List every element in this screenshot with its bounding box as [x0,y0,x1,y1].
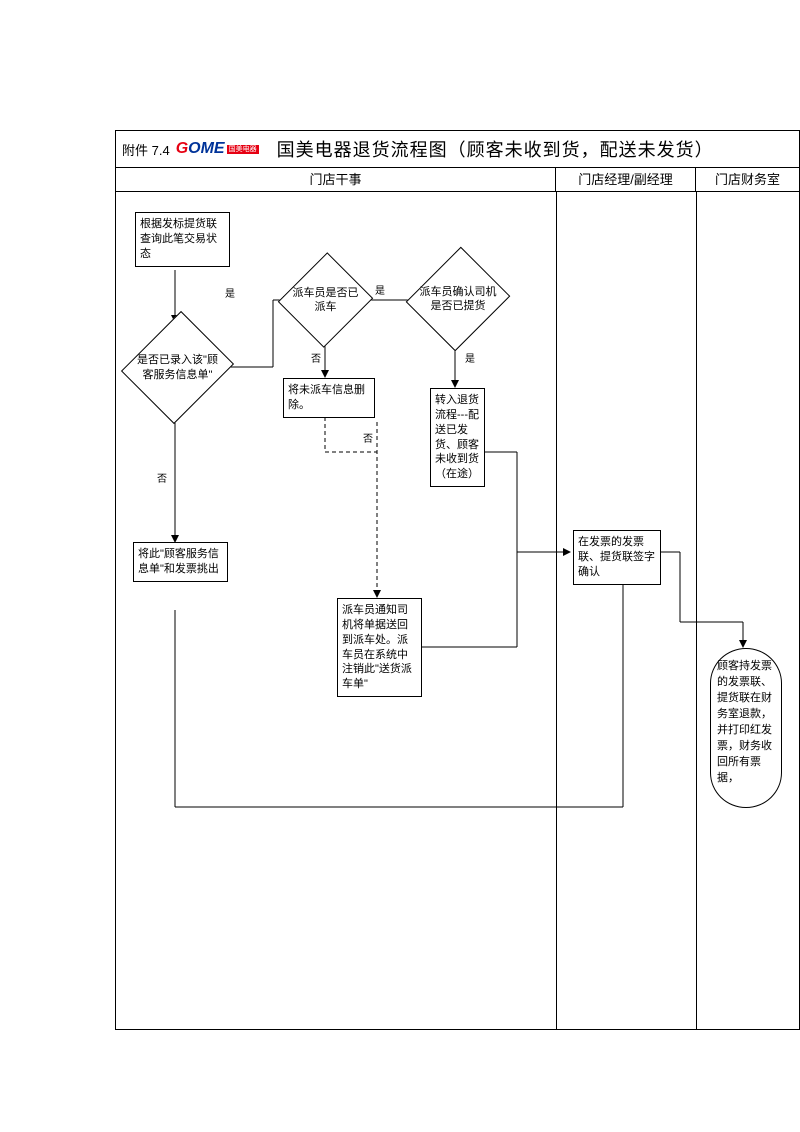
node-sign-invoice: 在发票的发票联、提货联签字确认 [573,530,661,585]
node-notify-driver-cancel: 派车员通知司机将单据送回到派车处。派车员在系统中注销此"送货派车单" [337,598,422,697]
decision-text: 派车员确认司机是否已提货 [416,260,500,338]
node-transfer-return-flow: 转入退货流程---配送已发货、顾客未收到货（在途） [430,388,485,487]
edge-label-no: 否 [311,350,321,365]
logo-badge: 国美电器 [227,145,259,154]
flowchart-page: 附件 7.4 GOME 国美电器 国美电器退货流程图（顾客未收到货，配送未发货）… [115,130,800,1030]
edge-label-no: 否 [157,470,167,485]
node-refund-print-red-invoice: 顾客持发票的发票联、提货联在财务室退款，并打印红发票，财务收回所有票据， [710,648,782,808]
decision-driver-picked: 派车员确认司机是否已提货 [423,260,493,338]
edge-label-yes: 是 [465,350,475,365]
edge-label-yes: 是 [375,282,385,297]
lane-headers: 门店干事 门店经理/副经理 门店财务室 [115,168,800,192]
attachment-label: 附件 7.4 [116,140,170,159]
decision-dispatched: 派车员是否已派车 [293,265,358,335]
decision-text: 是否已录入该"顾客服务信息单" [133,325,223,410]
decision-entered-service-form: 是否已录入该"顾客服务信息单" [140,325,215,410]
page-title: 国美电器退货流程图（顾客未收到货，配送未发货） [277,136,714,162]
lane-separator-2 [696,192,697,1030]
gome-logo: GOME 国美电器 [176,140,259,158]
decision-text: 派车员是否已派车 [287,265,365,335]
edge-label-yes: 是 [225,285,235,300]
edge-label-no: 否 [363,430,373,445]
title-row: 附件 7.4 GOME 国美电器 国美电器退货流程图（顾客未收到货，配送未发货） [115,130,800,168]
lane-separator-1 [556,192,557,1030]
node-query-status: 根据发标提货联查询此笔交易状态 [135,212,230,267]
lane-store-clerk: 门店干事 [116,168,556,191]
node-pick-out-form-invoice: 将此"顾客服务信息单"和发票挑出 [133,542,228,582]
lane-finance: 门店财务室 [696,168,799,191]
lane-store-manager: 门店经理/副经理 [556,168,696,191]
node-delete-undispatched: 将未派车信息删除。 [283,378,375,418]
logo-g: G [176,140,188,158]
logo-ome: OME [188,140,224,158]
